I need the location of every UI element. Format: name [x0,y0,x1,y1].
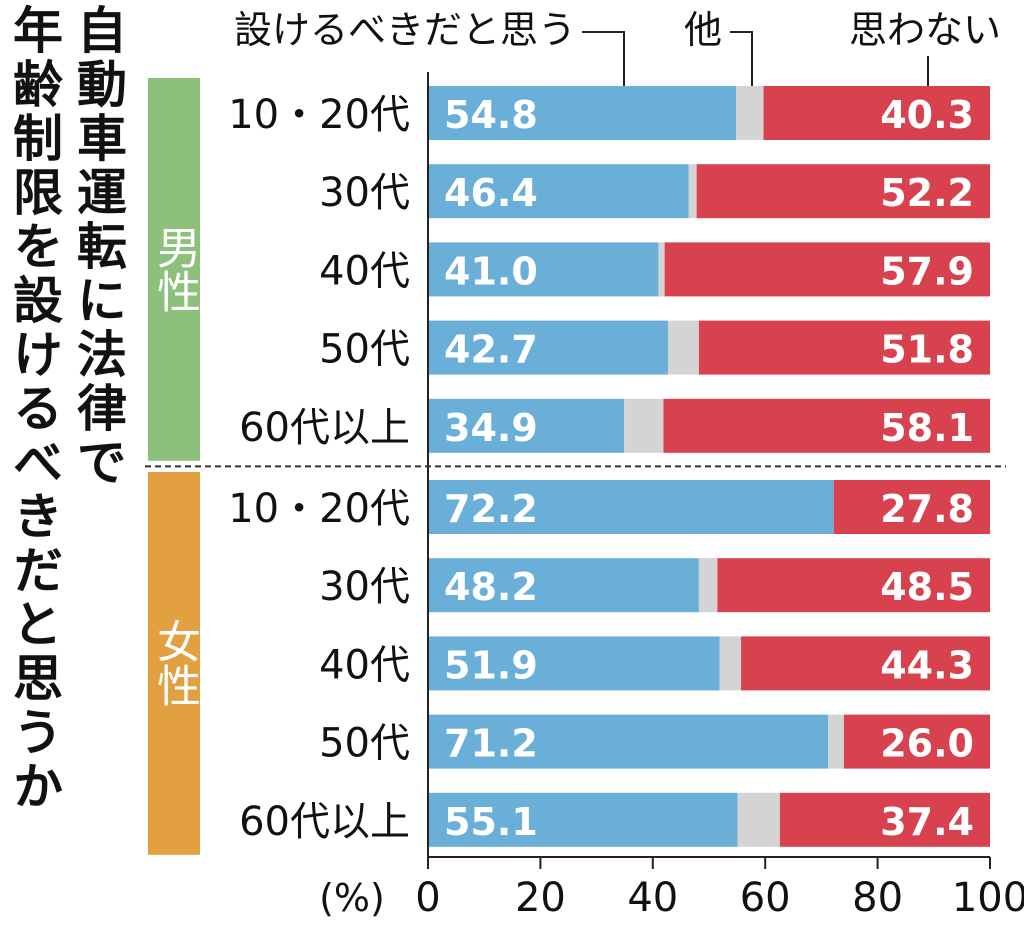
value-label: 37.4 [880,800,974,844]
bar-segment [833,480,990,534]
category-label: 30代 [319,564,410,610]
value-label: 72.2 [444,487,538,531]
x-axis-label: (%) [319,876,385,920]
bar-segment [667,320,699,375]
value-label: 55.1 [444,800,538,844]
bar-segment [828,714,844,769]
value-label: 54.8 [444,93,538,137]
bar-segment [428,558,699,613]
bar-segment [664,242,990,297]
value-label: 34.9 [444,406,538,450]
legend-leader [730,31,753,86]
group-label: 女性 [149,619,200,708]
group-box [148,472,200,855]
legend-leader [582,31,625,86]
x-tick-label: 40 [627,875,678,921]
value-label: 51.9 [444,643,538,687]
category-label: 30代 [319,170,410,216]
x-tick-label: 80 [852,875,903,921]
value-label: 41.0 [444,249,538,293]
bar-segment [663,398,990,453]
legend-label: 思わない [849,8,1001,52]
category-label: 10・20代 [228,486,410,532]
bar-segment [737,792,780,847]
bar-segment [698,320,990,375]
value-label: 57.9 [880,249,974,293]
bar-segment [428,86,736,140]
category-label: 10・20代 [228,92,410,138]
value-label: 42.7 [444,328,538,372]
category-label: 50代 [319,721,410,767]
bar-segment [428,164,689,219]
bar-segment [428,242,659,297]
bar-segment [658,242,665,297]
chart-title: 自動車運転に法律で 年齢制限を設けるべきだと思うか [5,4,127,814]
value-label: 44.3 [880,643,974,687]
value-label: 71.2 [444,722,538,766]
value-label: 26.0 [880,722,974,766]
category-label: 40代 [319,642,410,688]
category-label: 60代以上 [239,799,410,845]
bar-segment [428,636,720,691]
value-label: 46.4 [444,171,538,215]
bar-segment [741,636,990,691]
bar-segment [428,398,625,453]
value-label: 48.2 [444,565,538,609]
value-label: 27.8 [880,487,974,531]
bar-segment [763,86,990,140]
bar-segment [779,792,990,847]
x-tick-label: 0 [415,875,440,921]
bar-segment [428,714,829,769]
group-box [148,78,200,461]
bar-segment [735,86,764,140]
bar-segment [717,558,990,613]
bar-segment [428,320,668,375]
value-label: 58.1 [880,406,974,450]
value-label: 51.8 [880,328,974,372]
category-label: 50代 [319,327,410,373]
legend-label: 設けるべきだと思う [234,8,576,52]
bar-segment [696,164,990,219]
category-label: 60代以上 [239,405,410,451]
bar-segment [843,714,990,769]
group-label: 男性 [149,225,200,314]
bar-segment [698,558,718,613]
bar-segment [719,636,742,691]
value-label: 40.3 [880,93,974,137]
x-tick-label: 20 [515,875,566,921]
x-tick-label: 60 [740,875,791,921]
value-label: 48.5 [880,565,974,609]
x-tick-label: 100 [952,875,1024,921]
bar-segment [688,164,697,219]
legend-label: 他 [684,8,722,52]
category-label: 40代 [319,248,410,294]
value-label: 52.2 [880,171,974,215]
bar-segment [624,398,664,453]
bar-segment [428,480,834,534]
bar-segment [428,792,738,847]
